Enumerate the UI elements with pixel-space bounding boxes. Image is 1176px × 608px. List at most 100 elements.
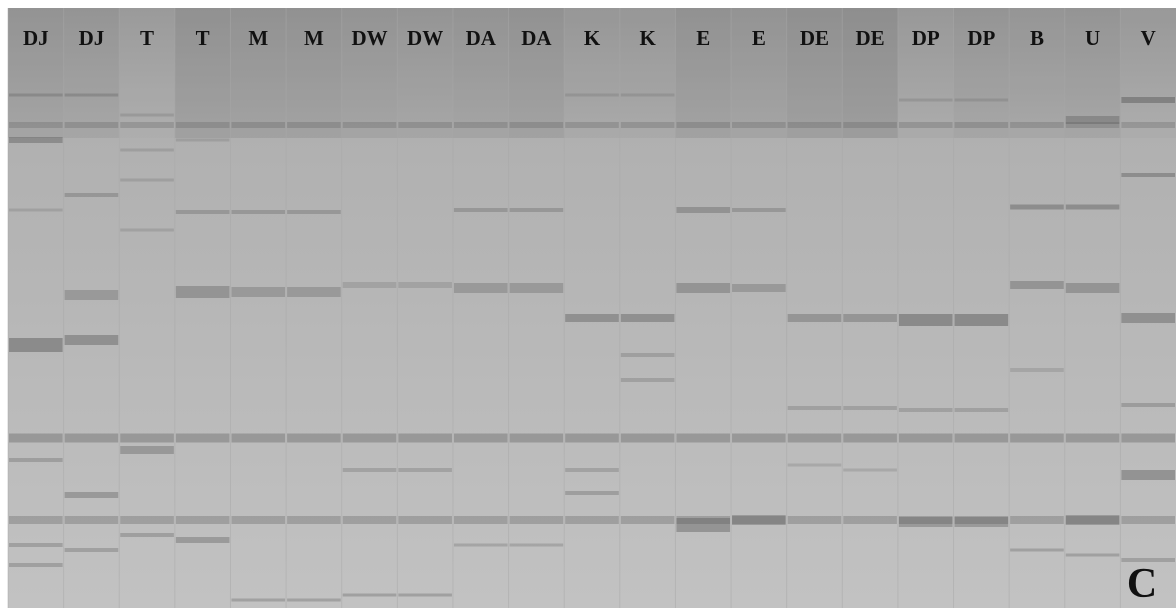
band <box>899 122 953 128</box>
band <box>788 516 842 524</box>
band <box>9 94 63 97</box>
band <box>510 434 564 443</box>
lane-label: M <box>248 26 268 50</box>
band <box>955 434 1009 443</box>
band <box>788 406 842 410</box>
band <box>231 287 285 297</box>
band <box>565 516 619 524</box>
band <box>65 548 119 552</box>
band <box>398 594 452 597</box>
band <box>454 208 508 212</box>
lane-label: M <box>304 26 324 50</box>
band <box>565 491 619 495</box>
lane-label: U <box>1085 26 1100 50</box>
band <box>1066 554 1120 557</box>
band <box>343 468 397 472</box>
band <box>899 99 953 102</box>
band <box>9 543 63 547</box>
lane-label: DW <box>407 26 443 50</box>
band <box>120 114 174 117</box>
band <box>510 122 564 128</box>
band <box>9 516 63 524</box>
band <box>454 544 508 547</box>
band <box>732 434 786 443</box>
lane-label: DE <box>856 26 885 50</box>
lane-label: E <box>752 26 766 50</box>
band <box>120 122 174 128</box>
band <box>343 282 397 288</box>
band <box>899 434 953 443</box>
band <box>1066 205 1120 210</box>
band <box>231 516 285 524</box>
band <box>1121 122 1175 128</box>
band <box>1010 205 1064 210</box>
band <box>1121 470 1175 480</box>
band <box>955 314 1009 326</box>
band <box>621 434 675 443</box>
band <box>9 563 63 567</box>
band <box>120 533 174 537</box>
band <box>9 338 63 352</box>
band <box>510 283 564 293</box>
panel-label: C <box>1127 561 1157 607</box>
band <box>955 122 1009 128</box>
band <box>788 314 842 322</box>
band <box>1066 434 1120 443</box>
lane-label: T <box>140 26 154 50</box>
band <box>120 229 174 232</box>
band <box>176 139 230 142</box>
band <box>1066 283 1120 293</box>
band <box>1010 434 1064 443</box>
band <box>1010 122 1064 128</box>
lane-label: DA <box>466 26 497 50</box>
band <box>676 518 730 532</box>
band <box>676 283 730 293</box>
band <box>231 122 285 128</box>
band <box>454 434 508 443</box>
band <box>843 469 897 472</box>
band <box>9 434 63 443</box>
band <box>176 286 230 298</box>
band <box>1010 516 1064 524</box>
band <box>398 122 452 128</box>
band <box>231 434 285 443</box>
band <box>176 434 230 443</box>
band <box>732 284 786 292</box>
lane-label: E <box>696 26 710 50</box>
band <box>454 516 508 524</box>
band <box>621 122 675 128</box>
band <box>343 594 397 597</box>
band <box>231 210 285 214</box>
band <box>1066 116 1120 124</box>
lane-label: DJ <box>79 26 105 50</box>
band <box>1010 281 1064 289</box>
band <box>843 406 897 410</box>
band <box>287 599 341 602</box>
band <box>899 314 953 326</box>
band <box>510 544 564 547</box>
band <box>732 515 786 525</box>
band <box>621 516 675 524</box>
band <box>120 179 174 182</box>
band <box>287 434 341 443</box>
band <box>676 207 730 213</box>
band <box>1121 173 1175 177</box>
band <box>120 434 174 443</box>
band <box>1121 434 1175 443</box>
band <box>510 208 564 212</box>
band <box>843 122 897 128</box>
band <box>676 122 730 128</box>
band <box>843 434 897 443</box>
band <box>176 122 230 128</box>
band <box>454 122 508 128</box>
band <box>343 122 397 128</box>
band <box>9 137 63 143</box>
band <box>732 208 786 212</box>
band <box>1121 516 1175 524</box>
band <box>565 122 619 128</box>
lane-label: K <box>584 26 601 50</box>
band <box>287 287 341 297</box>
band <box>398 516 452 524</box>
band <box>120 149 174 152</box>
band <box>510 516 564 524</box>
